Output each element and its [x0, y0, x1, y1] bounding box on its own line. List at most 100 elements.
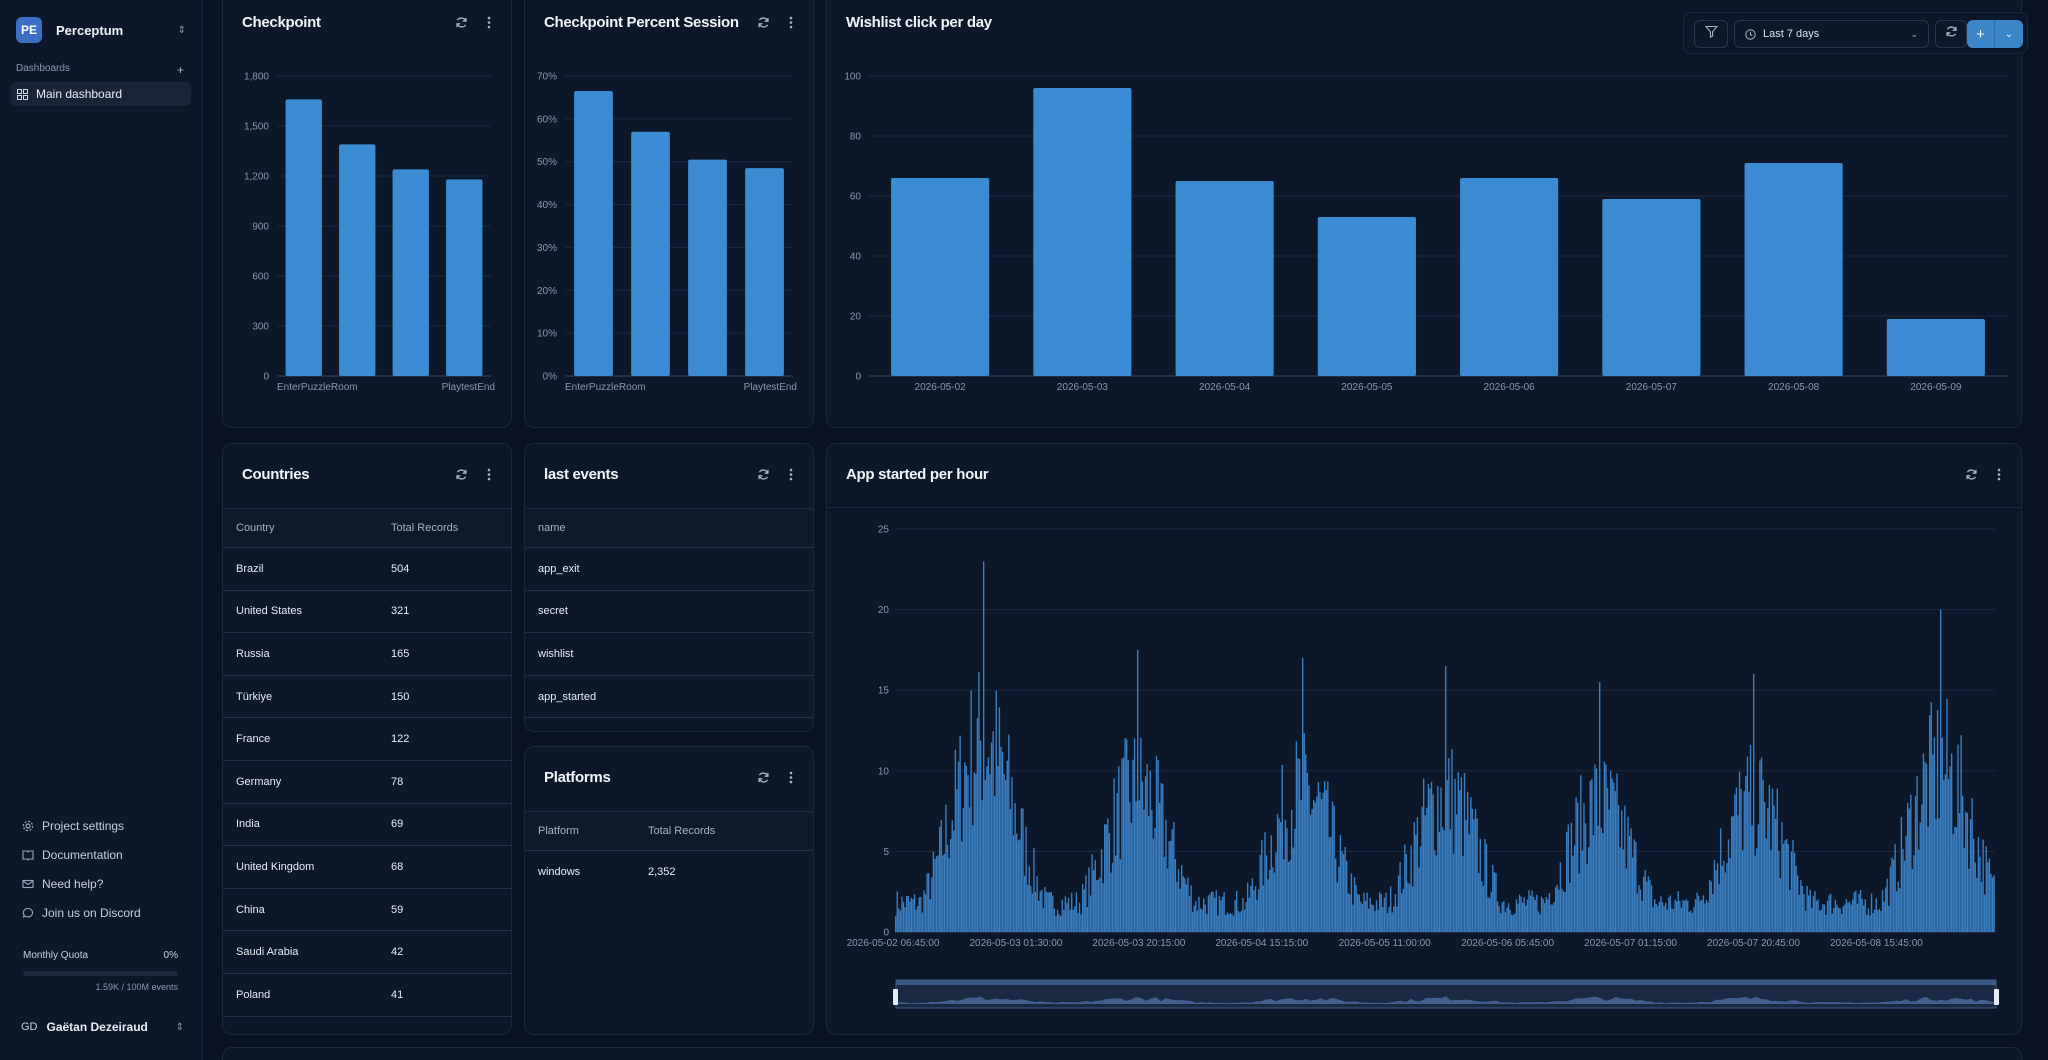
table-row[interactable]: India 69 — [223, 804, 511, 847]
column-header[interactable]: Total Records — [648, 825, 716, 837]
bar — [1071, 892, 1073, 932]
bar — [1845, 899, 1848, 932]
sidebar-item-main-dashboard[interactable]: Main dashboard — [11, 82, 191, 106]
bar — [1869, 915, 1871, 932]
table-row[interactable]: France 122 — [223, 718, 511, 761]
filter-button[interactable] — [1694, 20, 1728, 48]
bar — [1836, 904, 1838, 932]
bar — [1993, 875, 1995, 932]
more-vertical-icon[interactable] — [783, 466, 799, 482]
y-tick-label: 300 — [252, 322, 269, 333]
y-tick-label: 70% — [537, 72, 557, 83]
bar — [1767, 808, 1769, 932]
bar — [964, 762, 966, 932]
bar — [1630, 828, 1632, 932]
more-vertical-icon[interactable] — [783, 14, 799, 30]
bar — [1842, 906, 1844, 932]
refresh-icon[interactable] — [453, 466, 469, 482]
bar — [1911, 869, 1914, 932]
bar — [1916, 776, 1918, 932]
table-header: Platform Total Records — [525, 811, 813, 851]
refresh-icon[interactable] — [755, 769, 771, 785]
bar — [1451, 749, 1453, 932]
table-row[interactable]: secret — [525, 591, 813, 634]
table-row[interactable]: United States 321 — [223, 591, 511, 634]
bar — [1611, 778, 1613, 932]
column-header[interactable]: Country — [236, 522, 275, 534]
user-menu[interactable]: GD Gaëtan Dezeiraud ⇕ — [21, 1020, 184, 1034]
sidebar-link-label: Need help? — [42, 877, 104, 891]
add-widget-button[interactable]: + ⌄ — [1967, 20, 2023, 48]
sidebar-link-documentation[interactable]: Documentation — [22, 845, 192, 865]
checkpoint-percent-bar-chart: 0% 10% 20% 30% 40% 50% 60% 70% EnterPuzzleRoom Pl… — [537, 72, 797, 394]
table-row[interactable]: Russia 165 — [223, 633, 511, 676]
sidebar-link-project-settings[interactable]: Project settings — [22, 816, 192, 836]
add-dashboard-button[interactable]: + — [176, 63, 184, 77]
bar — [1141, 781, 1144, 932]
bar — [1364, 901, 1367, 932]
bar — [990, 742, 993, 932]
bar — [1168, 841, 1170, 932]
bar — [1258, 889, 1260, 932]
zoom-handle-left[interactable] — [893, 989, 898, 1005]
refresh-icon[interactable] — [755, 14, 771, 30]
more-vertical-icon[interactable] — [481, 14, 497, 30]
table-row[interactable]: Türkiye 150 — [223, 676, 511, 719]
sidebar-link-discord[interactable]: Join us on Discord — [22, 903, 192, 923]
bar — [1468, 834, 1470, 932]
bar — [1941, 737, 1943, 932]
refresh-all-button[interactable] — [1935, 20, 1967, 48]
table-row[interactable]: app_started — [525, 676, 813, 719]
bar — [1404, 844, 1406, 932]
bar — [1349, 894, 1351, 932]
chevron-down-icon[interactable]: ⌄ — [2004, 28, 2014, 40]
date-range-select[interactable]: Last 7 days ⌄ — [1734, 20, 1929, 48]
table-row[interactable]: app_exit — [525, 548, 813, 591]
table-row[interactable]: Brazil 504 — [223, 548, 511, 591]
y-tick-label: 1,800 — [244, 72, 269, 83]
table-row[interactable]: Saudi Arabia 42 — [223, 931, 511, 974]
bar — [1644, 869, 1646, 932]
table-row[interactable]: Germany 78 — [223, 761, 511, 804]
refresh-icon[interactable] — [755, 466, 771, 482]
table-row[interactable]: United Kingdom 68 — [223, 846, 511, 889]
sidebar-link-need-help[interactable]: Need help? — [22, 874, 192, 894]
table-row[interactable]: Poland 41 — [223, 974, 511, 1017]
bar — [1954, 826, 1956, 932]
column-header[interactable]: name — [538, 522, 566, 534]
more-vertical-icon[interactable] — [1991, 466, 2007, 482]
workspace-switcher[interactable]: PE Perceptum ⇕ — [16, 17, 186, 43]
bar — [1848, 901, 1851, 932]
bar — [1419, 846, 1422, 932]
more-vertical-icon[interactable] — [481, 466, 497, 482]
y-tick-label: 80 — [850, 132, 862, 143]
column-header[interactable]: Platform — [538, 825, 579, 837]
table-row[interactable]: wishlist — [525, 633, 813, 676]
refresh-icon[interactable] — [1963, 466, 1979, 482]
plus-icon[interactable]: + — [1967, 20, 1995, 48]
bar — [1248, 897, 1250, 932]
bar — [1509, 910, 1511, 932]
bar — [1027, 884, 1029, 932]
table-row[interactable]: China 59 — [223, 889, 511, 932]
bar — [1591, 779, 1593, 932]
card-title: Countries — [242, 466, 310, 483]
countries-table: Country Total Records Brazil 504 United St… — [223, 508, 511, 1017]
zoom-handle-right[interactable] — [1994, 989, 1999, 1005]
bar — [1283, 859, 1285, 932]
bar — [1050, 891, 1052, 932]
bar — [1173, 822, 1175, 932]
table-row[interactable]: windows 2,352 — [525, 851, 813, 894]
bar — [1786, 838, 1788, 932]
bar — [1732, 815, 1734, 932]
bar — [1812, 896, 1815, 932]
y-tick-label: 5 — [883, 847, 889, 858]
checkpoint-card: Checkpoint 0 300 600 900 1,200 1,500 1,800 Ente… — [222, 0, 512, 428]
bar — [942, 855, 944, 932]
chevron-up-down-icon: ⇕ — [177, 24, 186, 36]
more-vertical-icon[interactable] — [783, 769, 799, 785]
bar — [1311, 808, 1313, 932]
refresh-icon[interactable] — [453, 14, 469, 30]
column-header[interactable]: Total Records — [391, 522, 459, 534]
bar — [1020, 808, 1023, 932]
